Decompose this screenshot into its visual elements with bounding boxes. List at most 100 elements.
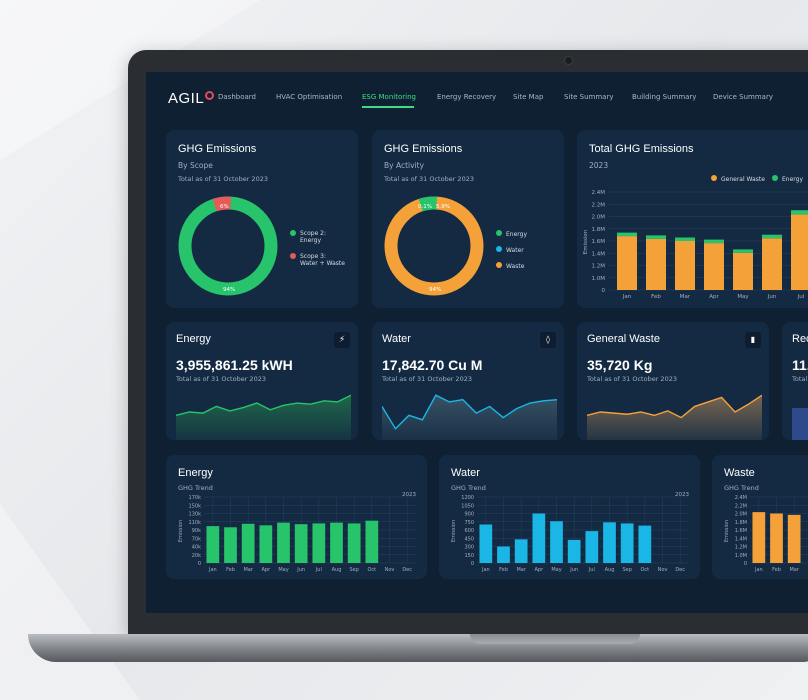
donut-slice-scope2[interactable] (178, 196, 278, 296)
chart-year: 2023 (675, 492, 689, 498)
y-tick-label: 150 (464, 553, 474, 559)
bar (620, 523, 634, 563)
waste-trend-bar-chart: 2.4M 2.2M 2.0M 1.8M 1.6M 1.4M 1.2M 1.0M 0 Emissio… (724, 495, 808, 573)
bar-general-waste (733, 252, 753, 290)
bar-general-waste (704, 243, 724, 290)
card-title: Total GHG Emissions (589, 143, 694, 155)
trash-icon: ▮ (745, 332, 761, 348)
bar (514, 539, 528, 563)
bar-energy (675, 237, 695, 241)
x-tick-label: Sep (349, 567, 358, 573)
bar (532, 513, 546, 563)
y-tick-label: 900 (464, 512, 474, 518)
app-logo[interactable]: AGIL (168, 90, 215, 107)
y-tick-label: 170k (189, 495, 202, 501)
legend-dot-icon (290, 230, 296, 236)
area-line (176, 394, 351, 417)
nav-item-site-summary[interactable]: Site Summary (564, 93, 614, 101)
total-ghg-bar-chart: 2.4M 2.2M 2.0M 1.8M 1.6M 1.4M 1.2M 1.0M 0 Emissio… (583, 190, 808, 300)
x-tick-label: Jul (588, 567, 595, 573)
y-tick-label: 1.4M (592, 251, 606, 257)
nav-item-building-summary[interactable]: Building Summary (632, 93, 697, 101)
y-tick-label: 2.4M (592, 190, 606, 196)
legend-energy: Energy (772, 175, 803, 183)
donut-small-label-2: 5.9% (436, 204, 450, 210)
y-tick-label: 600 (464, 528, 474, 534)
kpi-value: 17,842.70 Cu M (382, 357, 483, 373)
y-tick-label: 0 (198, 561, 201, 567)
legend-general-waste: General Waste (711, 175, 765, 183)
x-tick-label: Mar (243, 567, 253, 573)
y-tick-label: 40k (192, 545, 201, 551)
nav-item-device-summary[interactable]: Device Summary (713, 93, 773, 101)
total-ghg-emissions-card: Total GHG Emissions 2023 General Waste E… (577, 130, 808, 308)
y-tick-label: 1050 (461, 503, 474, 509)
y-tick-label: 0 (744, 561, 747, 567)
donut-slice-waste[interactable] (384, 196, 484, 296)
card-total-date: Total as of 31 October 2023 (178, 175, 268, 183)
nav-item-energy-recovery[interactable]: Energy Recovery (437, 93, 497, 101)
y-axis-label: Emission (178, 520, 184, 542)
kpi-total-date: Total (792, 375, 808, 383)
kpi-title: General Waste (587, 333, 660, 345)
kpi-card-recycling: Rec 11, Total (782, 322, 808, 440)
activity-donut-chart: 0.1% 5.9% 94% (384, 196, 484, 296)
kpi-title: Rec (792, 333, 808, 345)
bar (241, 523, 255, 563)
y-tick-label: 1.0M (735, 553, 747, 559)
area-fill (176, 395, 351, 440)
ghg-by-activity-card: GHG Emissions By Activity Total as of 31… (372, 130, 564, 308)
laptop-base (28, 634, 808, 662)
x-tick-label: Feb (226, 567, 235, 573)
bar (770, 513, 783, 563)
x-tick-label: Jan (481, 567, 490, 573)
bar-general-waste (675, 241, 695, 290)
top-navigation: AGIL Dashboard HVAC Optimisation ESG Mon… (146, 72, 808, 122)
y-tick-label: 750 (464, 520, 474, 526)
bar (294, 524, 308, 563)
ghg-by-scope-card: GHG Emissions By Scope Total as of 31 Oc… (166, 130, 358, 308)
x-tick-label: Jan (208, 567, 217, 573)
bar-general-waste (617, 236, 637, 290)
legend-dot-icon (496, 262, 502, 268)
x-tick-label: Apr (262, 567, 272, 573)
y-tick-label: 1.6M (735, 528, 747, 534)
donut-small-label: 6% (220, 204, 229, 210)
active-tab-indicator (362, 106, 414, 108)
card-title: Water (451, 467, 480, 479)
kpi-value: 11, (792, 357, 808, 373)
y-tick-label: 20k (192, 553, 201, 559)
bar (277, 522, 290, 563)
x-tick-label: Sep (622, 567, 631, 573)
waste-area-chart (587, 394, 762, 440)
donut-small-label: 0.1% (418, 204, 432, 210)
kpi-card-general-waste: General Waste ▮ 35,720 Kg Total as of 31… (577, 322, 769, 440)
card-title: GHG Emissions (178, 143, 257, 155)
card-title: Waste (724, 467, 755, 479)
legend-dot-icon (496, 230, 502, 236)
x-tick-label: Jun (569, 567, 578, 573)
y-tick-label: 150k (189, 503, 202, 509)
donut-slice-scope3[interactable] (212, 196, 232, 212)
y-tick-label: 70k (192, 536, 201, 542)
x-tick-label: Feb (651, 294, 661, 300)
droplet-icon: ◊ (540, 332, 556, 348)
y-tick-label: 2.2M (735, 503, 747, 509)
y-tick-label: 2.0M (592, 215, 606, 221)
bar-general-waste (791, 214, 808, 290)
donut-slice-energy[interactable] (418, 196, 438, 212)
nav-item-hvac-optimisation[interactable]: HVAC Optimisation (276, 93, 343, 101)
legend-water: Water (496, 246, 524, 254)
x-tick-label: Jun (296, 567, 305, 573)
bar-energy (617, 232, 637, 237)
laptop-frame: AGIL Dashboard HVAC Optimisation ESG Mon… (128, 50, 808, 635)
y-tick-label: 130k (189, 512, 202, 518)
bar (224, 527, 237, 563)
nav-item-esg-monitoring[interactable]: ESG Monitoring (362, 93, 416, 101)
card-subtitle: By Activity (384, 161, 425, 170)
nav-item-site-map[interactable]: Site Map (513, 93, 544, 101)
trend-card-water: Water GHG Trend 2023 1200 1050 900 750 600 450… (439, 455, 700, 579)
kpi-total-date: Total as of 31 October 2023 (382, 375, 472, 383)
bar (787, 514, 801, 563)
nav-item-dashboard[interactable]: Dashboard (218, 93, 256, 101)
